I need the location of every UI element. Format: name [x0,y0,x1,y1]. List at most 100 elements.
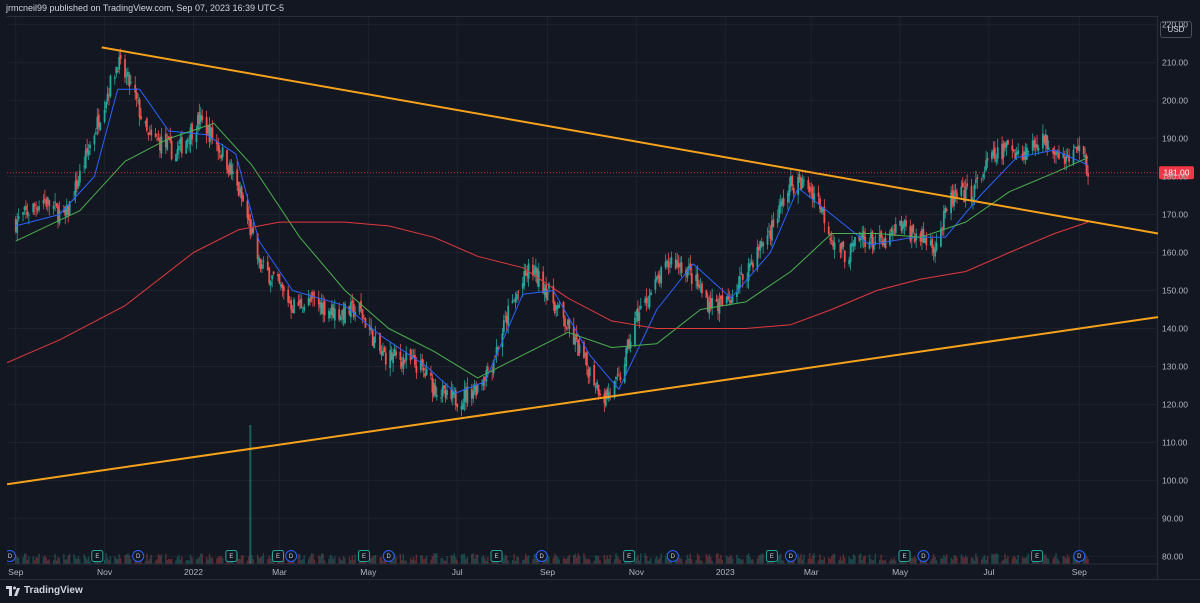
price-chart[interactable]: 181.00 D E D E E D E D E D E D E D E D E D 80.00 90.00 100.… [7,17,1200,580]
volume-bar [823,557,826,564]
volume-bar [1005,558,1008,564]
candle-body [431,377,434,393]
candle-body [268,267,271,284]
volume-bar [1014,557,1016,564]
candle-body [196,114,199,131]
volume-bar [934,556,936,564]
volume-bar [1056,558,1059,564]
candle-body [486,366,489,371]
volume-bar [297,553,300,564]
volume-bar [656,555,658,564]
candle-body [830,240,833,242]
candle-body [97,114,100,128]
candle-body [454,390,457,406]
volume-bar [587,558,590,564]
candle-body [583,342,585,359]
volume-bar [650,557,652,564]
volume-bar [517,557,520,564]
candle-body [536,268,539,284]
volume-bar [1082,557,1085,564]
candle-body [669,265,671,268]
volume-bar [756,558,759,564]
volume-bar [779,553,782,564]
volume-bar [434,553,437,564]
candle-body [475,384,478,396]
candle-body [363,318,365,320]
volume-bar [507,560,509,564]
volume-bar [524,553,527,564]
volume-bar [676,556,678,564]
chart-area[interactable]: 181.00 D E D E E D E D E D E D E D E D E D 80.00 90.00 100.… [7,16,1194,579]
candle-body [35,207,38,209]
candle-body [1034,143,1037,147]
candle-body [440,397,443,399]
volume-bar [342,556,345,564]
volume-bar [84,557,87,564]
volume-bar [338,557,340,564]
volume-bar [322,553,324,564]
time-axis[interactable]: Sep Nov 2022 Mar May Jul Sep Nov 2023 Mar May Jul Se… [7,563,1158,577]
candle-body [108,95,110,97]
volume-bar [118,554,120,564]
volume-bar [441,558,444,564]
volume-bar [1084,553,1086,564]
volume-bar [552,557,555,564]
volume-bar [557,557,559,564]
volume-bar [851,559,853,564]
volume-bar [829,559,831,564]
volume-bar [868,554,871,564]
candle-body [217,143,220,152]
candle-body [768,231,770,233]
candle-body [351,300,354,303]
candle-body [645,297,648,304]
candle-body [94,132,97,135]
volume-bar [761,553,763,564]
candle-body [1076,146,1079,151]
candle-body [22,212,24,215]
volume-bar [759,554,761,564]
candle-body [1078,145,1081,152]
volume-bar [444,560,447,564]
volume-bar [771,560,773,564]
candle-body [564,318,566,327]
candle-body [147,132,150,135]
volume-bar [1062,556,1064,564]
currency-label[interactable]: USD [1160,21,1192,38]
candle-body [982,174,985,178]
candle-body [113,77,116,79]
volume-bar [1045,554,1047,564]
candle-body [106,93,109,101]
volume-bar [532,558,534,564]
candle-body [687,266,690,269]
volume-bar [935,560,938,564]
price-axis[interactable]: 80.00 90.00 100.00 110.00 120.00 130.00 140.00… [1162,20,1188,562]
candle-body [797,177,800,195]
last-price: 181.00 [7,166,1194,180]
volume-bar [705,554,708,564]
volume-bar [1066,554,1069,564]
volume-bar [64,559,66,564]
candle-body [115,67,118,74]
volume-bar [1013,555,1015,564]
volume-bar [889,560,891,564]
volume-bar [312,553,314,564]
candle-body [485,369,488,382]
volume-bar [99,560,101,564]
candle-body [884,238,887,249]
candle-body [1036,144,1038,149]
volume-bar [793,559,795,564]
candle-body [711,298,714,308]
volume-bar [629,560,632,564]
candle-body [189,127,192,145]
candle-body [1046,135,1049,149]
candle-body [303,306,306,311]
candle-body [287,289,290,303]
candle-body [594,386,597,388]
candle-body [874,241,877,243]
volume-bar [25,553,27,564]
volume-bar [747,553,750,564]
volume-bar [1064,556,1066,564]
candle-body [444,389,447,399]
volume-bar [86,559,88,564]
